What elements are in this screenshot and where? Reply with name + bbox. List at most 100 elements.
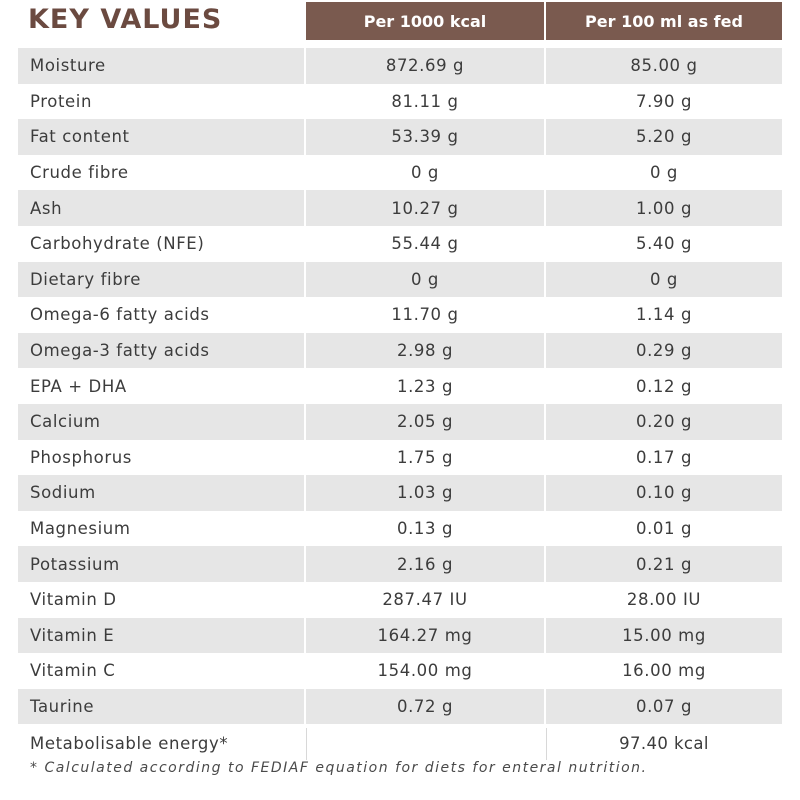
column-divider [306, 728, 307, 760]
column-divider [304, 48, 306, 84]
nutrient-name: Omega-3 fatty acids [30, 341, 210, 361]
column-divider [304, 261, 306, 298]
column-divider [304, 119, 306, 155]
value-per-100-ml: 1.14 g [635, 305, 693, 325]
table-row: Fat content 53.39 g 5.20 g [18, 119, 782, 155]
table-row: Magnesium 0.13 g 0.01 g [18, 510, 782, 547]
nutrient-name: EPA + DHA [30, 376, 127, 396]
column-divider [304, 332, 306, 369]
header-per-100-ml: Per 100 ml as fed [546, 2, 782, 40]
table-row: Omega-3 fatty acids 2.98 g 0.29 g [18, 332, 782, 369]
value-per-1000-kcal: 55.44 g [391, 234, 459, 254]
value-per-100-ml: 5.40 g [635, 234, 693, 254]
value-per-100-ml: 85.00 g [630, 56, 698, 76]
nutrient-name: Phosphorus [30, 447, 132, 467]
energy-value-per-100: 97.40 kcal [619, 734, 709, 753]
column-divider [544, 617, 546, 654]
table-row: EPA + DHA 1.23 g 0.12 g [18, 368, 782, 404]
nutrient-name: Vitamin D [30, 590, 117, 610]
value-per-100-ml: 15.00 mg [622, 625, 706, 645]
column-divider [304, 368, 306, 404]
value-per-100-ml: 0.01 g [635, 519, 693, 539]
column-divider [304, 225, 306, 262]
column-divider [544, 261, 546, 298]
value-per-1000-kcal: 81.11 g [391, 91, 459, 111]
value-per-100-ml: 0.12 g [635, 376, 693, 396]
table-row: Vitamin C 154.00 mg 16.00 mg [18, 653, 782, 689]
column-divider [544, 332, 546, 369]
value-per-100-ml: 0 g [649, 163, 679, 183]
column-divider [544, 653, 546, 689]
table-row: Dietary fibre 0 g 0 g [18, 261, 782, 298]
value-per-100-ml: 0.07 g [635, 696, 693, 716]
column-divider [304, 475, 306, 511]
column-divider [544, 439, 546, 476]
nutrient-name: Omega-6 fatty acids [30, 305, 210, 325]
value-per-1000-kcal: 0 g [410, 269, 440, 289]
column-divider [544, 225, 546, 262]
value-per-1000-kcal: 2.98 g [396, 341, 454, 361]
value-per-1000-kcal: 2.05 g [396, 412, 454, 432]
value-per-100-ml: 5.20 g [635, 127, 693, 147]
value-per-1000-kcal: 1.23 g [396, 376, 454, 396]
value-per-100-ml: 0.29 g [635, 341, 693, 361]
column-divider [546, 728, 547, 760]
nutrient-name: Ash [30, 198, 63, 218]
header-per-1000-kcal: Per 1000 kcal [306, 2, 544, 40]
column-divider [544, 83, 546, 120]
table-row: Carbohydrate (NFE) 55.44 g 5.40 g [18, 225, 782, 262]
value-per-1000-kcal: 53.39 g [391, 127, 459, 147]
table-row: Potassium 2.16 g 0.21 g [18, 546, 782, 582]
table-row: Phosphorus 1.75 g 0.17 g [18, 439, 782, 476]
column-divider [304, 546, 306, 582]
column-divider [304, 403, 306, 440]
table-row: Vitamin E 164.27 mg 15.00 mg [18, 617, 782, 654]
column-divider [544, 154, 546, 191]
column-divider [544, 297, 546, 333]
column-divider [304, 83, 306, 120]
column-divider [304, 510, 306, 547]
value-per-1000-kcal: 1.03 g [396, 483, 454, 503]
nutrient-name: Potassium [30, 554, 120, 574]
value-per-100-ml: 7.90 g [635, 91, 693, 111]
column-divider [304, 190, 306, 226]
column-divider [304, 581, 306, 618]
column-divider [544, 48, 546, 84]
column-divider [544, 403, 546, 440]
nutrient-name: Fat content [30, 127, 130, 147]
nutrient-name: Protein [30, 91, 93, 111]
value-per-100-ml: 0 g [649, 269, 679, 289]
footnote: * Calculated according to FEDIAF equatio… [30, 760, 648, 776]
column-divider [304, 297, 306, 333]
value-per-1000-kcal: 0.72 g [396, 696, 454, 716]
column-divider [544, 190, 546, 226]
column-divider [544, 475, 546, 511]
energy-label: Metabolisable energy* [30, 734, 229, 753]
nutrient-name: Vitamin E [30, 625, 115, 645]
nutrient-name: Taurine [30, 696, 95, 716]
table-row: Sodium 1.03 g 0.10 g [18, 475, 782, 511]
table-row: Vitamin D 287.47 IU 28.00 IU [18, 581, 782, 618]
page-title: KEY VALUES [28, 4, 223, 35]
nutrient-name: Vitamin C [30, 661, 116, 681]
value-per-100-ml: 0.21 g [635, 554, 693, 574]
column-divider [544, 546, 546, 582]
column-divider [304, 439, 306, 476]
column-divider [544, 581, 546, 618]
value-per-100-ml: 0.17 g [635, 447, 693, 467]
column-divider [304, 653, 306, 689]
value-per-100-ml: 16.00 mg [622, 661, 706, 681]
nutrient-table: Moisture 872.69 g 85.00 g Protein 81.11 g 7.9… [18, 48, 782, 725]
value-per-1000-kcal: 0.13 g [396, 519, 454, 539]
table-row: Protein 81.11 g 7.90 g [18, 83, 782, 120]
nutrient-name: Moisture [30, 56, 106, 76]
value-per-1000-kcal: 164.27 mg [377, 625, 473, 645]
table-row: Taurine 0.72 g 0.07 g [18, 688, 782, 725]
nutrient-name: Calcium [30, 412, 101, 432]
value-per-100-ml: 1.00 g [635, 198, 693, 218]
value-per-100-ml: 0.10 g [635, 483, 693, 503]
nutrient-name: Carbohydrate (NFE) [30, 234, 205, 254]
value-per-1000-kcal: 872.69 g [385, 56, 465, 76]
nutrient-name: Magnesium [30, 519, 131, 539]
table-row: Omega-6 fatty acids 11.70 g 1.14 g [18, 297, 782, 333]
